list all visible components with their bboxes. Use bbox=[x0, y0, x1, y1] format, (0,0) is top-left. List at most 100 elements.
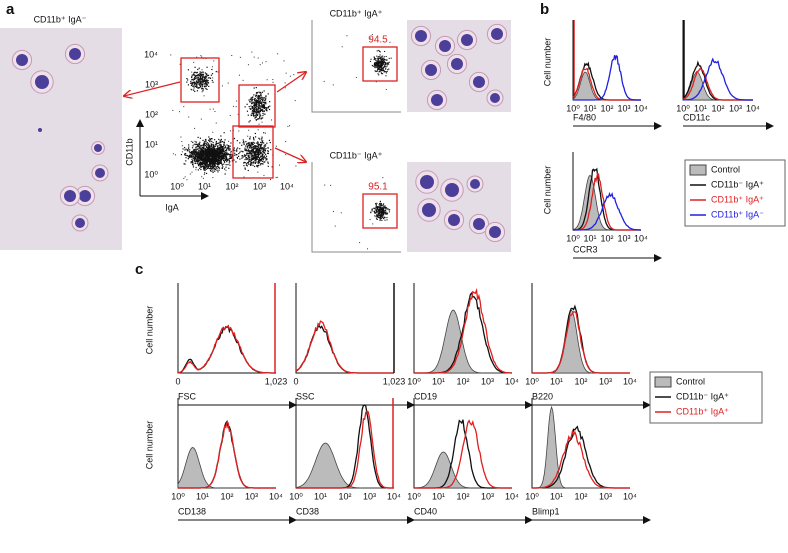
dot bbox=[381, 207, 383, 209]
dot bbox=[260, 115, 262, 117]
dot bbox=[200, 168, 202, 171]
dot bbox=[255, 158, 257, 160]
y-axis-label: Cell number bbox=[144, 306, 154, 355]
dot bbox=[220, 151, 222, 153]
dot bbox=[192, 152, 194, 155]
dot bbox=[375, 217, 377, 219]
dot bbox=[374, 208, 376, 210]
dot bbox=[258, 159, 260, 161]
dot bbox=[250, 141, 252, 144]
dot bbox=[379, 210, 381, 212]
dot bbox=[199, 150, 201, 152]
dot bbox=[219, 159, 221, 161]
dot bbox=[261, 156, 263, 158]
dot bbox=[382, 210, 385, 212]
dot bbox=[250, 105, 252, 107]
dot bbox=[224, 154, 226, 156]
dot bbox=[256, 156, 258, 158]
dot bbox=[260, 94, 262, 96]
dot bbox=[192, 85, 194, 87]
dot bbox=[261, 136, 263, 138]
dot bbox=[257, 154, 259, 156]
dot bbox=[214, 168, 216, 170]
dot bbox=[249, 107, 251, 110]
dot bbox=[196, 148, 198, 150]
dot bbox=[197, 81, 199, 84]
dot bbox=[262, 107, 264, 109]
dot bbox=[215, 148, 217, 150]
dot bbox=[185, 148, 187, 150]
dot bbox=[205, 87, 207, 90]
dot bbox=[382, 68, 385, 70]
dot bbox=[251, 150, 253, 152]
dot bbox=[375, 64, 377, 66]
dot bbox=[224, 147, 227, 149]
dot bbox=[201, 154, 203, 156]
dot bbox=[262, 157, 264, 159]
dot bbox=[246, 103, 248, 105]
dot bbox=[198, 147, 200, 149]
dot bbox=[383, 216, 385, 218]
dot bbox=[380, 65, 382, 68]
dot bbox=[386, 207, 388, 209]
dot bbox=[250, 99, 252, 101]
dot bbox=[247, 163, 250, 165]
dot bbox=[378, 71, 380, 73]
x-tick-label: 10² bbox=[600, 233, 613, 243]
dot bbox=[194, 85, 197, 88]
dot bbox=[379, 216, 381, 218]
dot bbox=[265, 95, 267, 97]
dot bbox=[193, 72, 195, 74]
dot bbox=[255, 156, 257, 158]
dot bbox=[210, 157, 212, 159]
dot bbox=[265, 159, 267, 161]
y-axis-label: CD11b bbox=[124, 138, 134, 165]
dot bbox=[244, 149, 246, 152]
dot bbox=[244, 154, 247, 157]
dot bbox=[219, 142, 221, 144]
cell-nucleus bbox=[490, 93, 500, 103]
dot bbox=[378, 204, 380, 206]
dot bbox=[263, 156, 265, 158]
dot bbox=[195, 74, 197, 77]
dot bbox=[193, 143, 195, 145]
dot bbox=[193, 74, 195, 76]
dot bbox=[253, 165, 256, 168]
dot bbox=[217, 150, 219, 153]
dot bbox=[217, 160, 220, 162]
dot bbox=[386, 63, 388, 65]
dot bbox=[377, 58, 379, 60]
dot bbox=[384, 219, 386, 221]
dot bbox=[195, 141, 197, 143]
dot bbox=[202, 78, 204, 80]
dot bbox=[246, 143, 248, 145]
dot bbox=[379, 207, 381, 209]
dot bbox=[264, 113, 266, 115]
dot bbox=[195, 75, 197, 78]
dot bbox=[199, 157, 201, 159]
dot bbox=[252, 115, 255, 117]
dot bbox=[226, 147, 228, 149]
dot bbox=[192, 166, 195, 168]
dot bbox=[215, 152, 217, 155]
dot bbox=[246, 110, 249, 112]
dot bbox=[208, 85, 210, 88]
dot bbox=[191, 154, 193, 156]
dot bbox=[376, 215, 379, 217]
dot bbox=[374, 67, 376, 69]
dot bbox=[260, 106, 262, 108]
dot bbox=[205, 156, 207, 158]
dot bbox=[206, 155, 208, 157]
dot bbox=[200, 78, 202, 80]
dot bbox=[380, 58, 382, 60]
dot bbox=[199, 152, 202, 154]
dot bbox=[383, 60, 385, 62]
dot bbox=[184, 146, 186, 149]
dot bbox=[211, 168, 213, 170]
dot bbox=[190, 151, 193, 153]
dot bbox=[258, 112, 260, 114]
dot bbox=[249, 136, 251, 138]
dot bbox=[381, 63, 384, 65]
dot bbox=[204, 158, 206, 160]
dot bbox=[250, 108, 252, 110]
